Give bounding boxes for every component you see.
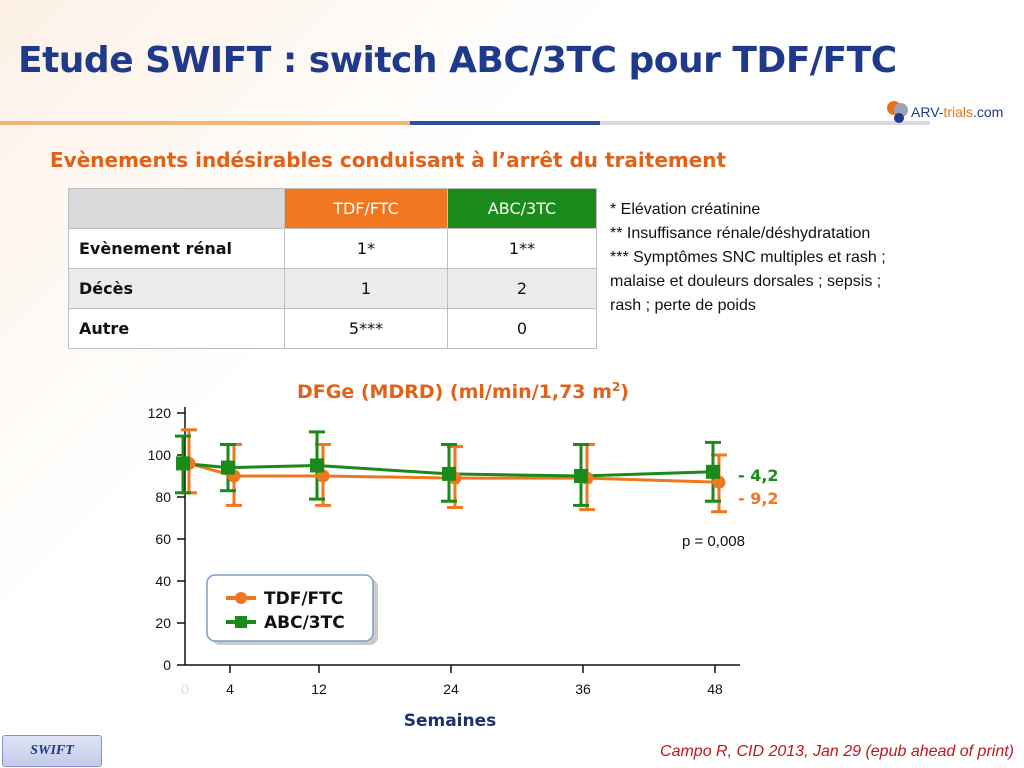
footnote-line: ** Insuffisance rénale/déshydratation bbox=[610, 225, 871, 242]
p-value-annotation: p = 0,008 bbox=[682, 533, 745, 550]
cell-abc: 1** bbox=[447, 228, 597, 269]
table-header-abc: ABC/3TC bbox=[447, 188, 597, 229]
legend-label-abc: ABC/3TC bbox=[264, 613, 345, 633]
table-header-row: TDF/FTC ABC/3TC bbox=[68, 188, 597, 229]
y-tick-label: 100 bbox=[148, 447, 172, 463]
abc-change-label: - 4,2 bbox=[738, 466, 779, 485]
tdf-change-label: - 9,2 bbox=[738, 489, 779, 508]
x-tick-label: 24 bbox=[443, 681, 459, 697]
chart-legend: TDF/FTC ABC/3TC bbox=[206, 574, 378, 645]
row-label: Décès bbox=[68, 268, 285, 309]
chart-axes: 0 20 40 60 80 100 120 0 4 12 24 36 48 bbox=[148, 405, 740, 697]
cell-tdf: 1 bbox=[284, 268, 448, 309]
citation: Campo R, CID 2013, Jan 29 (epub ahead of… bbox=[660, 743, 1014, 760]
footnote-line: malaise et douleurs dorsales ; sepsis ; bbox=[610, 273, 882, 290]
cell-abc: 2 bbox=[447, 268, 597, 309]
table-row: Décès 1 2 bbox=[68, 268, 597, 309]
legend-marker-abc bbox=[235, 616, 247, 628]
data-point-abc bbox=[442, 466, 456, 481]
table-header-empty bbox=[68, 188, 285, 229]
page-title: Etude SWIFT : switch ABC/3TC pour TDF/FT… bbox=[18, 40, 897, 81]
table-row: Autre 5*** 0 bbox=[68, 308, 597, 349]
x-tick-label: 12 bbox=[311, 681, 327, 697]
x-tick-label: 36 bbox=[575, 681, 591, 697]
y-tick-label: 20 bbox=[155, 615, 171, 631]
logo-text: ARV-trials.com bbox=[911, 104, 1004, 120]
y-tick-label: 60 bbox=[155, 531, 171, 547]
y-tick-label: 0 bbox=[163, 657, 171, 673]
data-point-abc bbox=[574, 469, 588, 483]
cell-abc: 0 bbox=[447, 308, 597, 349]
x-axis-label: Semaines bbox=[404, 711, 497, 731]
section-subtitle: Evènements indésirables conduisant à l’a… bbox=[50, 148, 727, 172]
data-point-abc bbox=[221, 460, 235, 475]
header-rule-right bbox=[600, 121, 930, 125]
legend-marker-tdf bbox=[235, 592, 247, 604]
y-tick-label: 120 bbox=[148, 405, 172, 421]
x-tick-label: 48 bbox=[707, 681, 723, 697]
x-tick-label: 4 bbox=[226, 681, 234, 697]
logo-icon bbox=[887, 101, 908, 123]
cell-tdf: 5*** bbox=[284, 308, 448, 349]
table-header-tdf: TDF/FTC bbox=[284, 188, 448, 229]
header-rule-left bbox=[0, 121, 410, 125]
y-tick-label: 80 bbox=[155, 489, 171, 505]
row-label: Evènement rénal bbox=[68, 228, 285, 269]
x-tick-label: 0 bbox=[181, 681, 189, 697]
footnote-line: rash ; perte de poids bbox=[610, 297, 756, 314]
legend-box bbox=[206, 574, 374, 642]
footnotes: * Elévation créatinine ** Insuffisance r… bbox=[610, 198, 990, 318]
y-tick-label: 40 bbox=[155, 573, 171, 589]
data-point-abc bbox=[706, 464, 720, 479]
table-row: Evènement rénal 1* 1** bbox=[68, 228, 597, 269]
data-point-tdf bbox=[316, 469, 330, 483]
data-point-tdf bbox=[712, 475, 726, 489]
adverse-events-table: TDF/FTC ABC/3TC Evènement rénal 1* 1** D… bbox=[68, 188, 597, 349]
arv-trials-logo: ARV-trials.com bbox=[885, 96, 1020, 130]
footnote-line: * Elévation créatinine bbox=[610, 201, 761, 218]
chart-title: DFGe (MDRD) (ml/min/1,73 m2) bbox=[297, 380, 629, 403]
data-point-abc bbox=[176, 456, 190, 471]
series-line-abc bbox=[182, 461, 714, 478]
legend-label-tdf: TDF/FTC bbox=[264, 589, 343, 609]
data-point-abc bbox=[310, 458, 324, 473]
row-label: Autre bbox=[68, 308, 285, 349]
study-tag: SWIFT bbox=[2, 735, 102, 767]
footnote-line: *** Symptômes SNC multiples et rash ; bbox=[610, 249, 886, 266]
series-markers bbox=[176, 456, 726, 489]
header-rule-middle bbox=[410, 121, 600, 125]
